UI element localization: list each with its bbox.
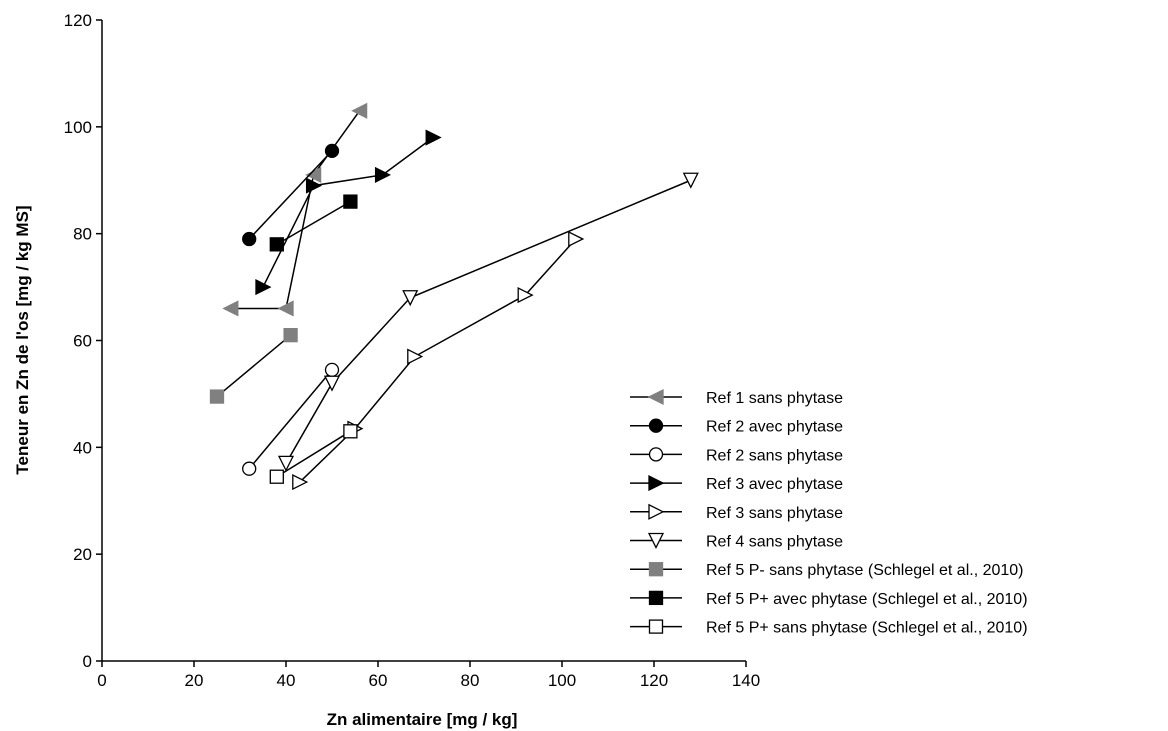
data-point xyxy=(568,230,585,248)
legend-label: Ref 1 sans phytase xyxy=(706,390,843,407)
x-tick-label: 40 xyxy=(277,671,296,690)
y-axis-label: Teneur en Zn de l'os [mg / kg MS] xyxy=(13,205,32,474)
series-layer xyxy=(209,102,699,491)
series-line xyxy=(262,136,434,288)
legend-marker xyxy=(648,418,664,433)
data-point xyxy=(242,231,257,247)
legend-label: Ref 3 sans phytase xyxy=(706,505,843,522)
series-line xyxy=(299,238,577,483)
legend-label: Ref 3 avec phytase xyxy=(706,476,843,493)
series-2 xyxy=(242,143,340,247)
legend-marker xyxy=(648,475,665,492)
data-point xyxy=(402,290,419,307)
data-point xyxy=(425,129,442,146)
data-point xyxy=(682,172,699,189)
series-9 xyxy=(269,424,358,484)
data-point xyxy=(517,287,534,304)
legend-item-9: Ref 5 P+ sans phytase (Schlegel et al., … xyxy=(630,619,1028,637)
data-point xyxy=(374,166,392,183)
series-4 xyxy=(255,129,442,296)
legend-item-3: Ref 2 sans phytase xyxy=(630,447,843,464)
series-6 xyxy=(277,172,699,472)
series-7 xyxy=(209,328,298,404)
legend-marker xyxy=(648,503,665,520)
series-line xyxy=(276,430,351,478)
data-point xyxy=(324,143,340,159)
x-tick-label: 140 xyxy=(732,671,760,690)
legend-item-2: Ref 2 avec phytase xyxy=(630,418,843,436)
legend-label: Ref 4 sans phytase xyxy=(706,534,843,551)
legend-label: Ref 5 P+ sans phytase (Schlegel et al., … xyxy=(706,620,1028,637)
series-line xyxy=(230,110,361,310)
legend-item-6: Ref 4 sans phytase xyxy=(630,532,843,551)
legend-label: Ref 2 avec phytase xyxy=(706,419,843,436)
data-point xyxy=(343,194,358,209)
data-point xyxy=(209,389,225,404)
data-point xyxy=(269,469,284,484)
legend: Ref 1 sans phytase Ref 2 avec phytase Ref … xyxy=(630,388,1028,637)
x-axis-label: Zn alimentaire [mg / kg] xyxy=(327,710,518,729)
series-1 xyxy=(222,102,368,317)
series-3 xyxy=(242,362,340,476)
series-line xyxy=(276,200,351,245)
legend-label: Ref 5 P+ avec phytase (Schlegel et al., … xyxy=(706,591,1028,608)
data-point xyxy=(292,474,309,491)
data-point xyxy=(324,362,340,378)
legend-item-7: Ref 5 P- sans phytase (Schlegel et al., … xyxy=(630,562,1024,579)
data-point xyxy=(277,455,295,472)
series-line xyxy=(248,150,333,240)
y-tick-label: 100 xyxy=(64,118,92,137)
y-tick-label: 40 xyxy=(73,438,92,457)
axes: 0 20 40 60 80 100 120 140 0 20 40 60 80 100 120 xyxy=(64,11,761,690)
x-tick-label: 0 xyxy=(97,671,106,690)
data-point xyxy=(305,177,323,194)
series-line xyxy=(248,369,333,470)
data-point xyxy=(277,300,294,317)
legend-marker xyxy=(647,388,664,406)
series-line xyxy=(216,334,292,398)
data-point xyxy=(343,424,358,439)
x-tick-label: 80 xyxy=(461,671,480,690)
y-tick-label: 20 xyxy=(73,545,92,564)
legend-marker xyxy=(648,590,664,606)
y-tick-label: 80 xyxy=(73,225,92,244)
data-point xyxy=(351,102,368,119)
data-point xyxy=(269,237,284,252)
y-tick-label: 120 xyxy=(64,11,92,30)
x-tick-label: 100 xyxy=(548,671,576,690)
data-point xyxy=(255,279,272,296)
legend-item-5: Ref 3 sans phytase xyxy=(630,503,843,522)
legend-marker xyxy=(647,532,665,549)
data-point xyxy=(242,461,257,476)
data-point xyxy=(222,300,239,317)
legend-label: Ref 2 sans phytase xyxy=(706,447,843,464)
legend-marker xyxy=(648,562,664,577)
legend-label: Ref 5 P- sans phytase (Schlegel et al., … xyxy=(706,562,1024,579)
legend-marker xyxy=(648,447,664,462)
data-point xyxy=(323,375,341,392)
series-8 xyxy=(269,194,358,252)
x-tick-label: 60 xyxy=(369,671,388,690)
y-tick-label: 60 xyxy=(73,332,92,351)
legend-item-4: Ref 3 avec phytase xyxy=(630,475,843,493)
data-point xyxy=(407,348,424,365)
series-5 xyxy=(292,230,585,491)
legend-item-1: Ref 1 sans phytase xyxy=(630,388,843,407)
legend-marker xyxy=(648,619,664,634)
x-tick-label: 120 xyxy=(640,671,668,690)
x-tick-label: 20 xyxy=(185,671,204,690)
y-tick-label: 0 xyxy=(83,652,92,671)
series-line xyxy=(285,179,692,464)
data-point xyxy=(283,328,298,343)
legend-item-8: Ref 5 P+ avec phytase (Schlegel et al., … xyxy=(630,590,1028,608)
